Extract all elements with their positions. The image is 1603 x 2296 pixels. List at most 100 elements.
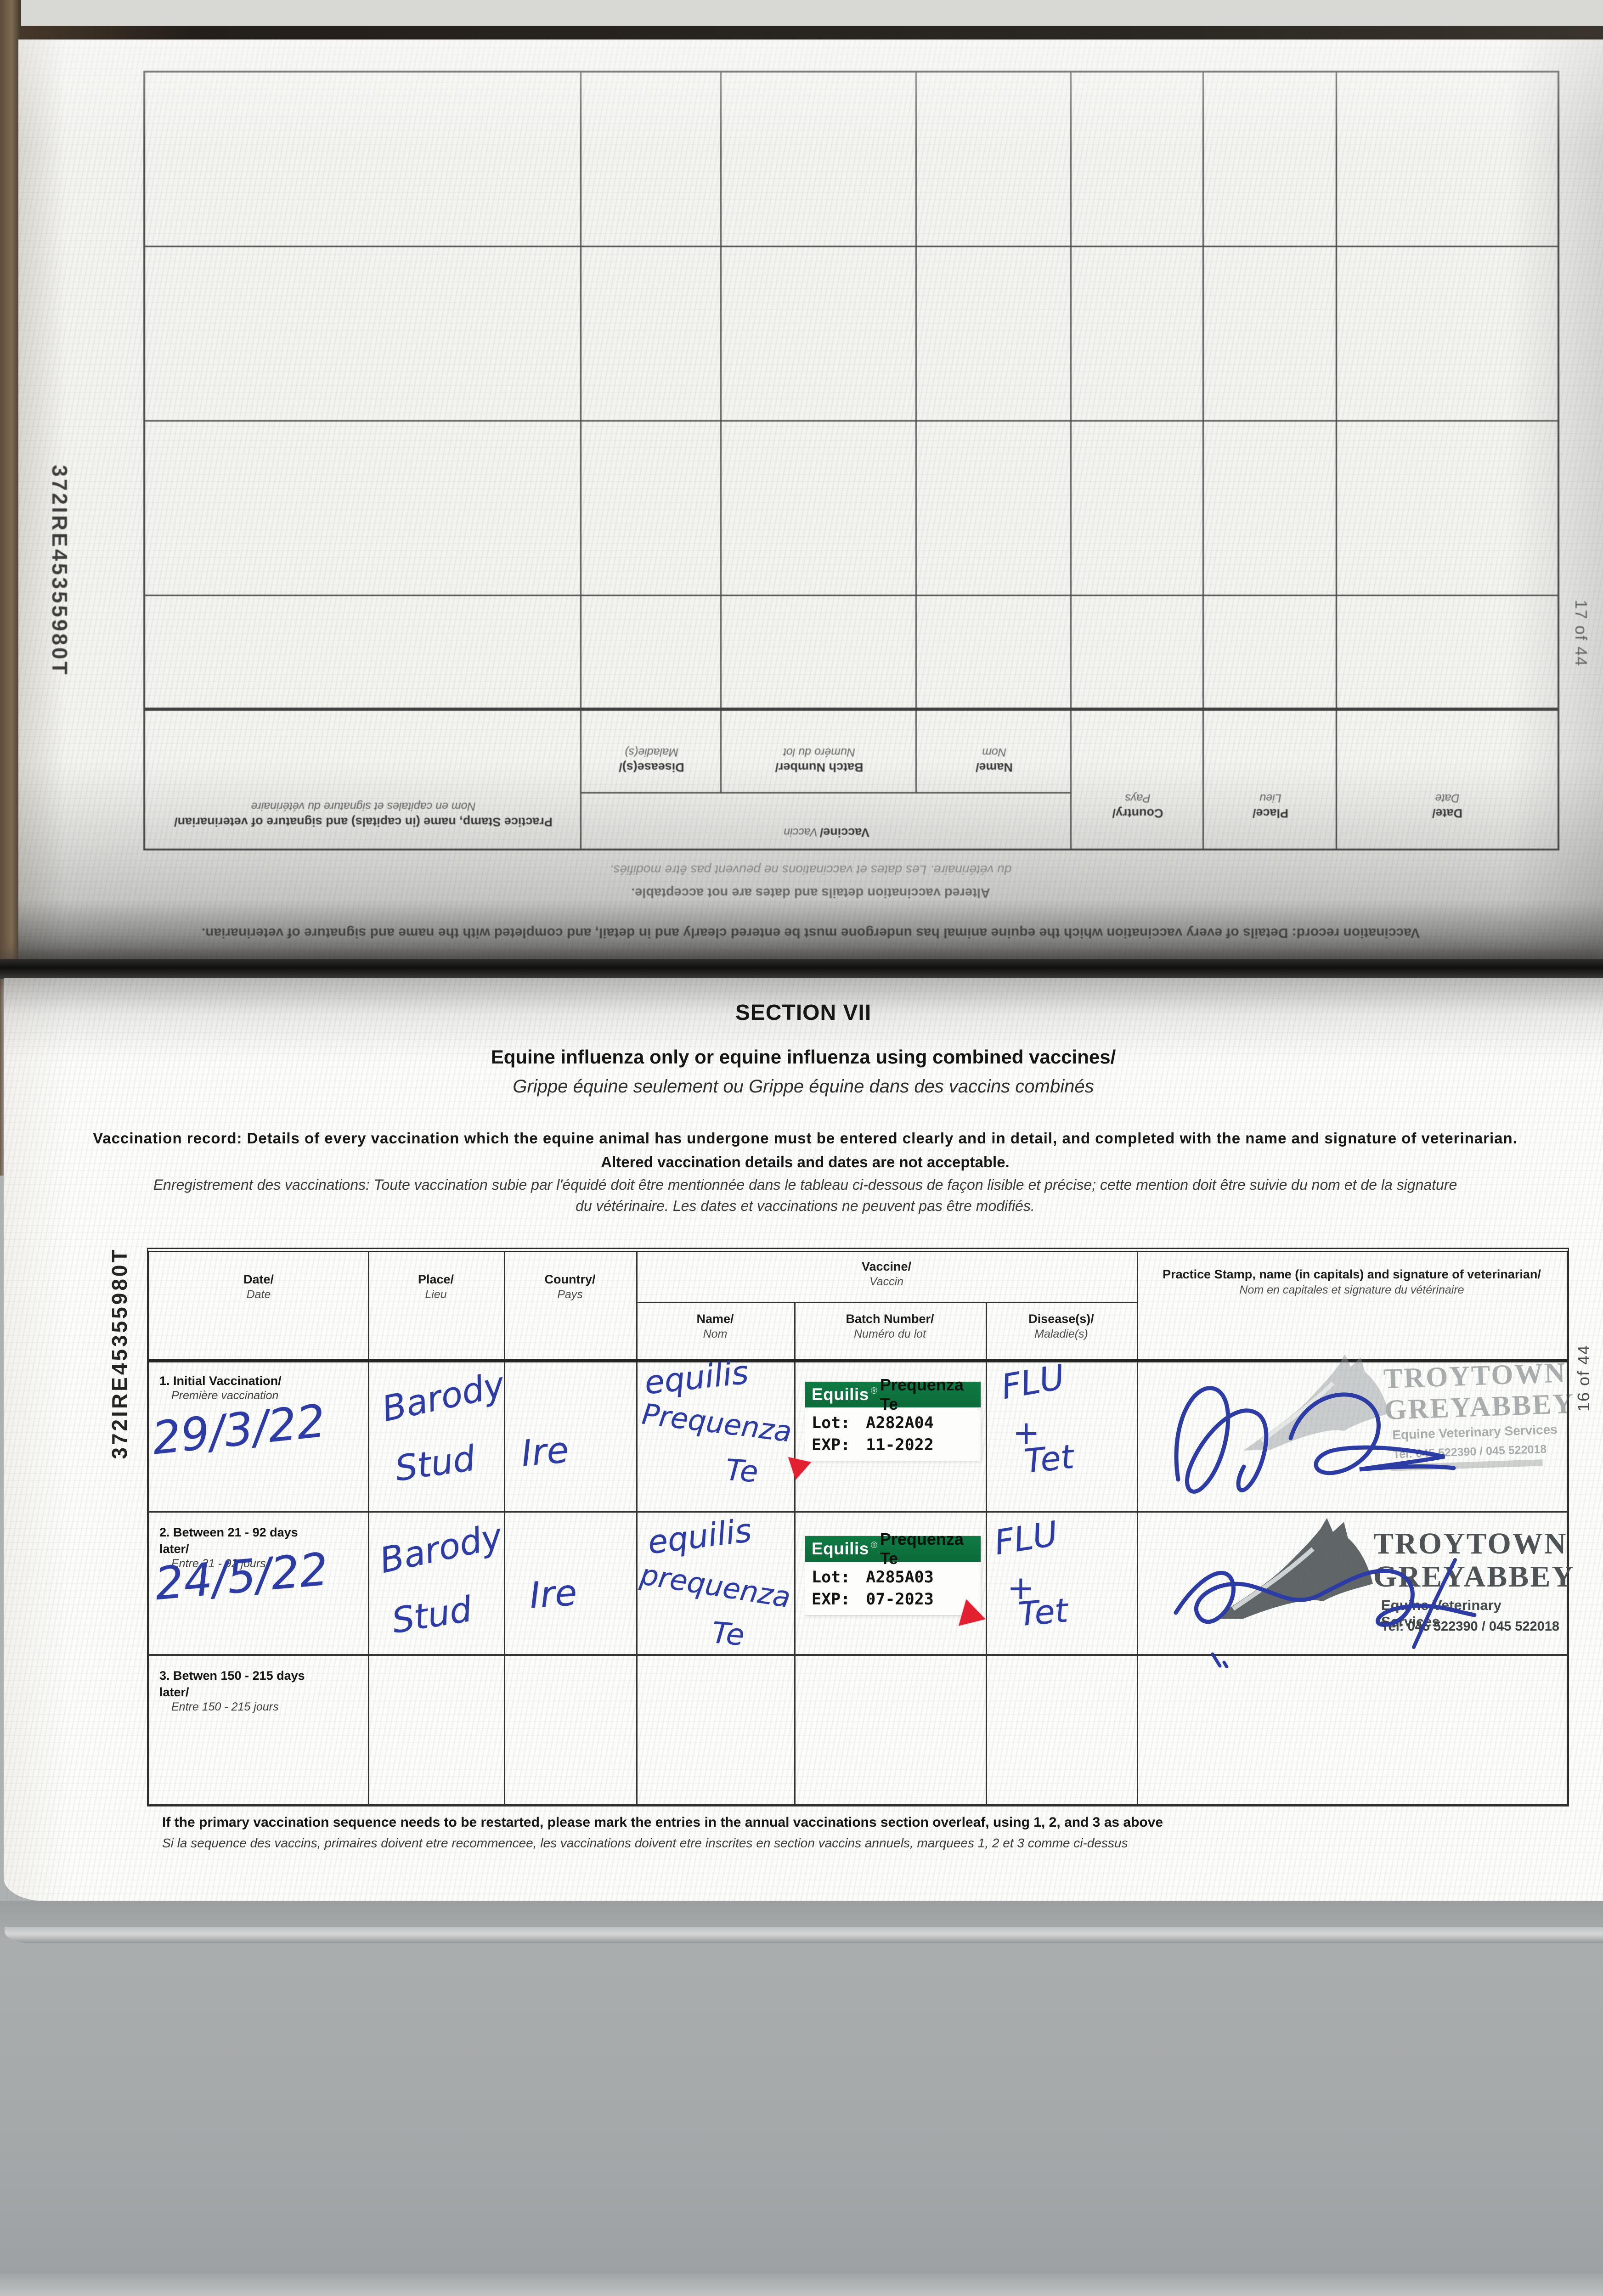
row1-disease-plus: + <box>1013 1414 1040 1452</box>
top-page-instruction-en2: Altered vaccination details and dates ar… <box>631 885 990 900</box>
table-line <box>368 1252 369 1804</box>
page-number-top-page: 17 of 44 <box>1572 599 1591 667</box>
col-name-header: Name/ Nom <box>696 1312 734 1340</box>
scanner-background-bottom <box>0 1901 1603 2296</box>
section-title: Equine influenza only or equine influenz… <box>491 1046 1116 1068</box>
row2-disease-plus: + <box>1007 1569 1034 1607</box>
col-batch-header: Batch Number/ Numéro du lot <box>775 746 864 774</box>
booklet-spine-edge <box>0 0 21 978</box>
table-line <box>1070 73 1072 849</box>
row2-signature-icon <box>1174 1558 1477 1668</box>
table-line <box>504 1252 505 1804</box>
vaccination-record-table: Date/ Date Place/ Lieu Country/ Pays Vac… <box>147 1248 1575 1806</box>
col-place-header: Place/ Lieu <box>1252 792 1289 820</box>
table-line <box>580 73 581 849</box>
row1-red-arrow-mark <box>788 1451 815 1480</box>
sticker-lot-exp: Lot: A282A04 EXP: 11-2022 <box>812 1414 934 1454</box>
row1-place-handwriting-line1: Barody <box>378 1363 508 1430</box>
col-country-header: Country/ Pays <box>1112 792 1163 820</box>
table-line <box>145 420 1558 422</box>
instruction-fr2: du vétérinaire. Les dates et vaccination… <box>576 1198 1035 1214</box>
col-name-header: Name/ Nom <box>975 746 1013 774</box>
top-page-instruction-fr: du vétérinaire. Les dates et vaccination… <box>610 863 1012 877</box>
row1-label: 1. Initial Vaccination/ Première vaccina… <box>159 1374 282 1402</box>
table-line <box>149 1359 1567 1362</box>
row3-label: 3. Betwen 150 - 215 days later/ Entre 15… <box>159 1669 305 1713</box>
table-line <box>986 1302 987 1804</box>
col-batch-header: Batch Number/ Numéro du lot <box>846 1312 934 1340</box>
col-date-header: Date/ Date <box>1432 792 1463 820</box>
row2-red-arrow-mark <box>953 1596 986 1626</box>
sticker-green-bar: Equilis ® Prequenza Te <box>805 1375 981 1413</box>
row1-vaccine-name-line1: equilis <box>643 1353 751 1402</box>
scanner-background-top <box>0 0 1603 28</box>
instruction-fr: Enregistrement des vaccinations: Toute v… <box>153 1176 1457 1193</box>
sticker-lot-exp: Lot: A285A03 EXP: 07-2023 <box>812 1568 934 1609</box>
footer-fr: Si la sequence des vaccins, primaires do… <box>162 1836 1128 1850</box>
row2-date-handwriting: 24/5/22 <box>152 1543 331 1611</box>
row2-disease-tet: Tet <box>1016 1591 1070 1634</box>
row1-vaccine-name-line2: Prequenza <box>640 1397 794 1449</box>
section-subtitle: Grippe équine seulement ou Grippe équine… <box>513 1076 1094 1097</box>
annual-vaccination-table: Date/ Date Place/ Lieu Country/ Pays Vac… <box>143 71 1559 850</box>
row1-place-handwriting-line2: Stud <box>392 1437 478 1489</box>
row2-vaccine-name-line2: prequenza <box>638 1557 793 1615</box>
booklet-fold-gutter <box>0 959 1603 979</box>
page-number-bottom-page: 16 of 44 <box>1574 1344 1593 1412</box>
table-line <box>636 1252 638 1804</box>
row2-place-handwriting-line2: Stud <box>389 1588 475 1642</box>
passport-number-bottom-page: 372IRE45355980T <box>107 1247 131 1459</box>
row2-disease-flu: FLU <box>992 1514 1061 1563</box>
table-line <box>145 246 1558 247</box>
security-watermark-pattern <box>4 978 1603 1901</box>
table-line <box>636 1302 1137 1303</box>
row1-disease-tet: Tet <box>1022 1437 1076 1481</box>
col-disease-header: Disease(s)/ Maladie(s) <box>1028 1312 1094 1340</box>
col-disease-header: Disease(s)/ Maladie(s) <box>619 746 684 774</box>
flipped-page-content: Vaccination record: Details of every vac… <box>18 39 1603 964</box>
table-line <box>581 792 1072 793</box>
table-line <box>915 73 917 793</box>
scanner-background-strip <box>0 2274 1603 2296</box>
section-heading: SECTION VII <box>735 1001 872 1025</box>
table-line <box>145 595 1558 596</box>
col-place-header: Place/ Lieu <box>418 1272 454 1301</box>
table-line <box>1336 73 1337 849</box>
booklet-cover-edge <box>0 26 1603 39</box>
row1-signature-icon <box>1174 1386 1456 1494</box>
row2-practice-stamp: TROYTOWN GREYABBEY Equine Veterinary Ser… <box>1201 1518 1574 1654</box>
table-line <box>1202 73 1204 849</box>
stamp-website-smudge <box>1391 1459 1543 1471</box>
row1-vaccine-name-line3: Te <box>724 1453 760 1490</box>
col-vaccine-header: Vaccine/ Vaccin <box>861 1260 912 1288</box>
table-line <box>149 1511 1567 1513</box>
row1-vaccine-sticker: Equilis ® Prequenza Te Lot: A282A04 EXP: 1… <box>805 1375 981 1461</box>
table-line <box>794 1302 796 1804</box>
table-line <box>149 1654 1567 1656</box>
col-date-header: Date/ Date <box>243 1272 274 1301</box>
top-page-instruction-en: Vaccination record: Details of every vac… <box>201 925 1420 940</box>
row2-country-handwriting: Ire <box>528 1572 579 1617</box>
security-watermark-pattern <box>18 39 1603 964</box>
row1-disease-flu: FLU <box>998 1357 1068 1407</box>
col-stamp-header: Practice Stamp, name (in capitals) and s… <box>1163 1267 1541 1296</box>
horse-head-logo <box>1243 1354 1389 1451</box>
row2-vaccine-name-line1: equilis <box>645 1511 754 1562</box>
col-vaccine-header: Vaccine/ Vaccin <box>784 826 869 839</box>
col-stamp-header: Practice Stamp, name (in capitals) and s… <box>174 800 553 829</box>
footer-en: If the primary vaccination sequence need… <box>162 1815 1163 1830</box>
row1-date-handwriting: 29/3/22 <box>150 1395 328 1465</box>
instruction-en: Vaccination record: Details of every vac… <box>93 1130 1518 1147</box>
table-line <box>145 708 1558 711</box>
col-country-header: Country/ Pays <box>544 1272 596 1301</box>
facing-page-upside-down: Vaccination record: Details of every vac… <box>18 39 1603 964</box>
page-stack-edge <box>5 1927 1603 1943</box>
row2-vaccine-sticker: Equilis ® Prequenza Te Lot: A285A03 EXP: 0… <box>805 1530 981 1615</box>
table-line <box>1137 1252 1138 1804</box>
horse-head-logo <box>1213 1518 1373 1619</box>
row2-vaccine-name-line3: Te <box>710 1616 746 1653</box>
table-line <box>720 73 722 793</box>
section-vii-page: SECTION VII Equine influenza only or equ… <box>4 978 1603 1901</box>
row1-practice-stamp: TROYTOWN GREYABBEY Equine Veterinary Ser… <box>1231 1352 1575 1483</box>
instruction-en2: Altered vaccination details and dates ar… <box>601 1154 1010 1171</box>
